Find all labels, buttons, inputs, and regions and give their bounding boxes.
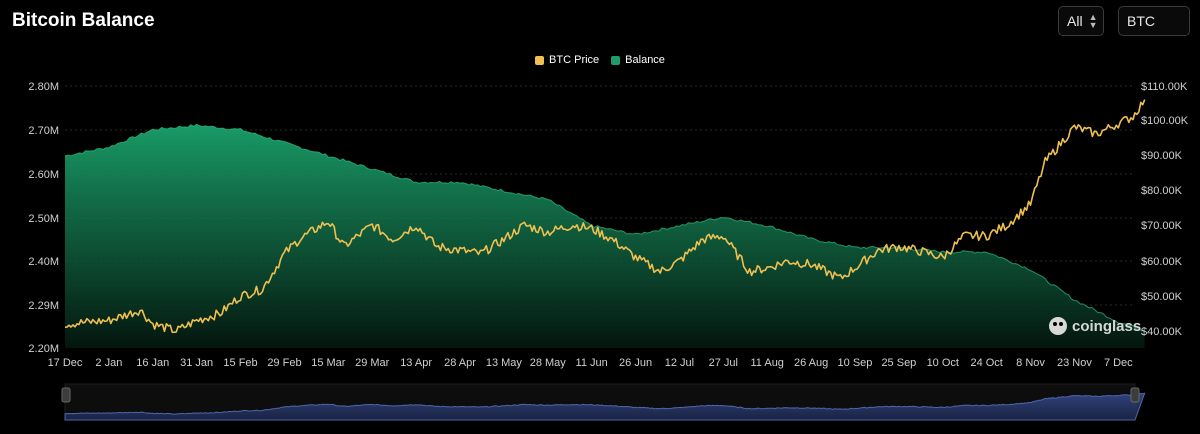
x-tick-label: 29 Feb [267, 357, 301, 369]
x-tick-label: 26 Jun [619, 357, 652, 369]
y-right-tick-label: $40.00K [1141, 326, 1183, 338]
legend-swatch-balance [611, 55, 621, 65]
coinglass-logo-icon [1049, 317, 1067, 335]
navigator-handle-right[interactable] [1130, 387, 1140, 403]
navigator-handle-left[interactable] [61, 387, 71, 403]
x-tick-label: 13 May [486, 357, 523, 369]
y-left-tick-label: 2.80M [28, 81, 59, 93]
x-tick-label: 25 Sep [881, 357, 916, 369]
asset-select-value: BTC [1127, 13, 1155, 29]
range-navigator [61, 383, 1146, 421]
y-right-tick-label: $110.00K [1141, 81, 1188, 93]
x-tick-label: 16 Jan [136, 357, 169, 369]
page-title: Bitcoin Balance [12, 10, 155, 31]
x-tick-label: 26 Aug [794, 357, 828, 369]
x-tick-label: 31 Jan [180, 357, 213, 369]
legend-label-balance: Balance [625, 54, 665, 66]
x-tick-label: 7 Dec [1104, 357, 1133, 369]
x-tick-label: 24 Oct [970, 357, 1002, 369]
y-left-tick-label: 2.50M [28, 213, 59, 225]
legend-item-price[interactable]: BTC Price [535, 54, 599, 66]
y-right-tick-label: $50.00K [1141, 291, 1183, 303]
watermark-text: coinglass [1072, 318, 1141, 335]
y-left-tick-label: 2.20M [28, 343, 59, 355]
range-select[interactable]: All ▲ ▼ [1058, 6, 1104, 36]
y-right-tick-label: $90.00K [1141, 150, 1183, 162]
updown-chevron-icon: ▲ ▼ [1088, 12, 1098, 30]
x-tick-label: 15 Feb [223, 357, 257, 369]
x-tick-label: 27 Jul [709, 357, 738, 369]
x-tick-label: 2 Jan [95, 357, 122, 369]
legend-item-balance[interactable]: Balance [611, 54, 665, 66]
chart-legend: BTC Price Balance [0, 54, 1200, 66]
x-tick-label: 28 May [530, 357, 567, 369]
x-tick-label: 10 Sep [838, 357, 873, 369]
price-line [64, 99, 1146, 334]
y-left-tick-label: 2.70M [28, 125, 59, 137]
legend-swatch-price [535, 55, 545, 65]
watermark: coinglass [1049, 317, 1141, 335]
x-tick-label: 17 Dec [48, 357, 83, 369]
x-tick-label: 12 Jul [665, 357, 694, 369]
x-tick-label: 15 Mar [311, 357, 346, 369]
asset-select[interactable]: BTC [1118, 6, 1190, 36]
x-tick-label: 8 Nov [1016, 357, 1045, 369]
y-left-tick-label: 2.40M [28, 256, 59, 268]
y-right-tick-label: $60.00K [1141, 256, 1183, 268]
y-right-tick-label: $70.00K [1141, 220, 1183, 232]
y-left-tick-label: 2.29M [28, 300, 59, 312]
x-tick-label: 10 Oct [927, 357, 959, 369]
y-right-tick-label: $100.00K [1141, 115, 1189, 127]
x-tick-label: 11 Aug [750, 357, 783, 369]
legend-label-price: BTC Price [549, 54, 600, 66]
x-tick-label: 28 Apr [444, 357, 476, 369]
y-left-tick-label: 2.60M [28, 169, 59, 181]
x-tick-label: 13 Apr [400, 357, 432, 369]
balance-line [64, 123, 1145, 332]
x-tick-label: 11 Jun [576, 357, 608, 369]
x-tick-label: 29 Mar [355, 357, 390, 369]
range-select-value: All [1067, 13, 1083, 29]
balance-area [65, 124, 1145, 348]
y-right-tick-label: $80.00K [1141, 185, 1183, 197]
navigator-area [64, 392, 1146, 421]
x-tick-label: 23 Nov [1057, 357, 1092, 369]
